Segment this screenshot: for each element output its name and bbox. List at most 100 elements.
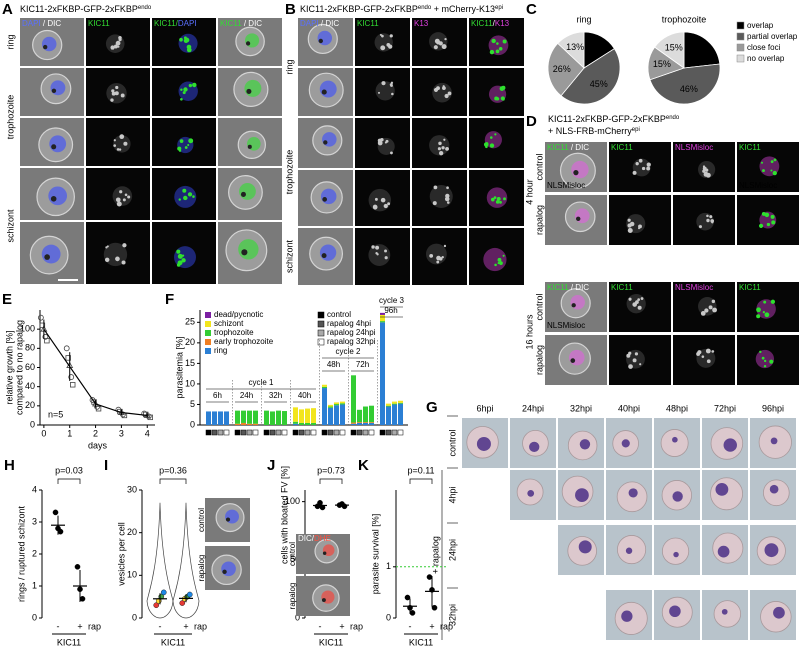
legend-label: early trophozoite: [214, 337, 274, 346]
micrograph: [510, 470, 556, 520]
micrograph: [654, 525, 700, 575]
focus: [627, 218, 631, 222]
micrograph: [296, 576, 350, 616]
cell: [713, 600, 742, 628]
condition-marker: [397, 429, 404, 436]
condition-marker: [362, 429, 369, 436]
focus: [384, 256, 388, 260]
focus: [705, 168, 709, 172]
condition-marker: [217, 429, 224, 436]
micrograph: [86, 118, 150, 166]
image-label: rapalog: [197, 555, 206, 582]
focus: [627, 223, 632, 228]
cell: [483, 247, 507, 272]
text-part: KIC11: [547, 143, 569, 152]
pigment: [322, 551, 327, 555]
condition-marker: [350, 429, 357, 436]
focus: [114, 91, 119, 96]
focus: [445, 146, 449, 151]
image-background: [737, 195, 799, 245]
focus: [706, 214, 709, 218]
point: [186, 591, 193, 598]
micrograph: [469, 228, 524, 285]
point: [39, 322, 46, 329]
micrograph: [510, 418, 556, 468]
legend-swatch: [317, 338, 325, 346]
focus: [438, 41, 443, 46]
text-part: KIC11-2xFKBP-GFP-2xFKBP: [300, 4, 418, 14]
cell: [756, 299, 776, 319]
text-part: + NLS-FRB-mCherry: [548, 126, 632, 136]
pigment: [322, 197, 328, 202]
focus: [646, 166, 651, 171]
focus: [182, 91, 186, 95]
focus: [495, 49, 500, 54]
signal: [570, 295, 585, 310]
point: [44, 337, 50, 344]
cell: [710, 477, 743, 511]
y-tick-label: 0: [295, 612, 300, 622]
bar-segment: [398, 403, 403, 425]
row-label: control: [447, 429, 457, 456]
text-part: KIC11-2xFKBP-GFP-2xFKBP: [548, 114, 666, 124]
pigment: [241, 249, 248, 256]
y-tick-label: 3: [32, 516, 37, 526]
parasite: [721, 608, 728, 615]
condition-marker: [205, 429, 212, 436]
text-part: / DIC: [41, 19, 62, 28]
micrograph: [673, 195, 735, 245]
micrograph: [218, 222, 282, 284]
focus: [637, 298, 641, 301]
micrograph: [355, 118, 410, 168]
micrograph: [298, 170, 353, 226]
header: KIC11 / DIC: [547, 283, 589, 292]
micrograph: [702, 525, 748, 575]
focus: [438, 141, 442, 146]
text-part: epi: [632, 127, 640, 133]
focus: [113, 139, 116, 142]
time-label: 32h: [269, 391, 282, 400]
micrograph: [20, 18, 84, 66]
focus: [628, 297, 632, 301]
focus: [119, 190, 123, 194]
focus: [698, 225, 702, 229]
bar-segment: [392, 404, 397, 425]
y-tick-label: 25: [185, 317, 195, 327]
focus: [111, 91, 116, 96]
signal: [320, 188, 337, 205]
focus: [637, 305, 642, 310]
signal: [48, 186, 68, 206]
focus: [498, 46, 503, 51]
bar-segment: [363, 422, 368, 423]
bar-segment: [328, 407, 333, 425]
bar-segment: [322, 388, 327, 425]
focus: [121, 260, 126, 265]
text-part: / DIC: [242, 19, 263, 28]
bar-segment: [357, 422, 362, 425]
significance-bracket: [409, 478, 433, 484]
group-label: KIC11: [161, 637, 185, 647]
bar-segment: [351, 422, 356, 424]
focus: [441, 44, 447, 50]
legend-swatch: [736, 32, 745, 41]
legend-label: rapalog 4hpi: [327, 319, 371, 328]
bar-segment: [299, 422, 304, 425]
focus: [442, 86, 446, 91]
focus: [497, 261, 500, 265]
micrograph: [750, 418, 796, 468]
micrograph: [654, 418, 700, 468]
x-tick-label: -: [159, 621, 162, 631]
focus: [375, 245, 380, 250]
signal: [319, 80, 337, 98]
text-part: endo: [138, 5, 152, 11]
time-label: 40h: [298, 391, 311, 400]
focus: [383, 203, 388, 209]
focus: [763, 364, 767, 368]
micrograph: [20, 222, 84, 284]
focus: [444, 38, 447, 41]
pigment: [245, 41, 251, 46]
focus: [764, 212, 770, 218]
parasite: [625, 547, 633, 554]
focus: [771, 220, 776, 225]
focus: [770, 360, 773, 364]
